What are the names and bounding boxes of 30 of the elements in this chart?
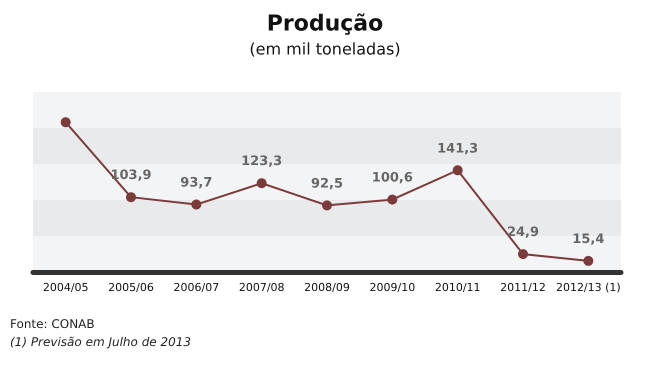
data-label: 92,5 [310,176,344,192]
point [322,200,332,210]
x-tick-label: 2011/12 [500,281,546,294]
data-label: 93,7 [180,176,212,191]
point [191,200,202,210]
data-label: 15,4 [572,232,604,247]
data-label: 141,3 [437,141,478,156]
point [452,165,463,176]
x-tick-label: 2004/05 [42,281,89,294]
chart-subtitle: (em mil toneladas) [249,40,401,58]
x-tick-label: 2008/09 [304,281,350,294]
text: (1) Previsão em Julho de 2013 [10,335,192,349]
point [387,194,398,205]
data-label: 100,6 [372,170,413,186]
x-tick-label: 2005/06 [108,281,154,294]
chart-title: Produção [266,12,384,36]
data-label: 24,9 [506,225,540,240]
x-tick-label: 2009/10 [369,281,416,294]
data-label: 103,9 [110,168,152,184]
x-tick-label: 2006/07 [173,281,220,294]
point [60,117,71,128]
x-tick-label: 2007/08 [238,281,285,294]
point [126,192,136,202]
point [518,249,528,260]
point [256,178,267,188]
x-tick-label: 2012/13 (1) [556,281,621,294]
source-note: Fonte: CONAB [10,317,95,331]
point [583,256,594,266]
data-label: 123,3 [241,154,282,170]
x-tick-label: 2010/11 [434,281,481,294]
